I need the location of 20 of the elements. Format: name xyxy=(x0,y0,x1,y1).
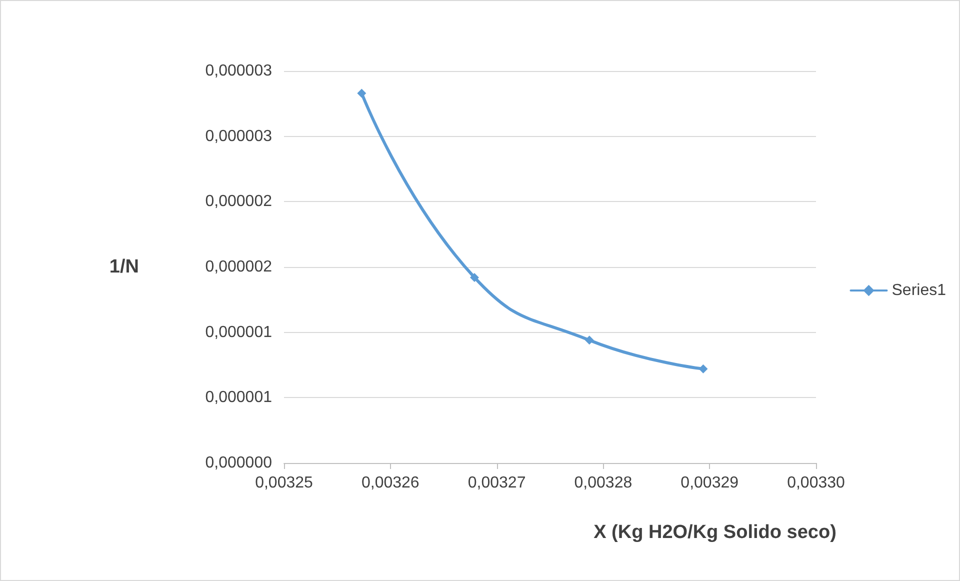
x-tick-label: 0,00328 xyxy=(574,474,632,492)
point xyxy=(357,88,366,98)
x-tick-label: 0,00327 xyxy=(468,474,526,492)
x-tick-label: 0,00329 xyxy=(680,474,739,492)
y-tick-label: 0,000001 xyxy=(205,389,272,406)
x-tick-label: 0,00330 xyxy=(787,474,846,492)
x-tick-label: 0,00325 xyxy=(255,474,314,492)
x-tick-label: 0,00326 xyxy=(361,474,420,492)
y-tick-label: 0,000003 xyxy=(205,62,272,80)
y-axis-title: 1/N xyxy=(109,256,139,278)
point xyxy=(584,336,594,345)
y-tick-label: 0,000003 xyxy=(205,128,272,145)
point xyxy=(470,272,479,282)
y-tick-label: 0,000001 xyxy=(205,324,272,341)
point xyxy=(698,364,708,374)
y-tick-label: 0,000002 xyxy=(205,258,272,276)
legend-label: Series1 xyxy=(892,282,946,299)
x-axis-title: X (Kg H2O/Kg Solido seco) xyxy=(594,522,836,543)
y-tick-label: 0,000000 xyxy=(205,454,272,472)
y-tick-label: 0,000002 xyxy=(205,193,272,210)
